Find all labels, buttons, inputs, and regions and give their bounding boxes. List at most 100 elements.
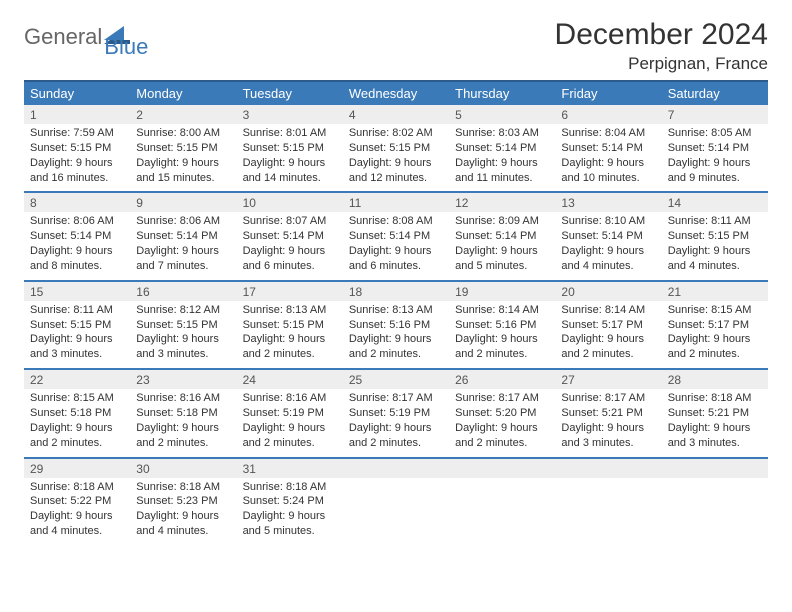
sunset-line: Sunset: 5:14 PM bbox=[30, 229, 124, 244]
day-content-cell: Sunrise: 8:18 AMSunset: 5:22 PMDaylight:… bbox=[24, 478, 130, 549]
day-number-cell: 20 bbox=[555, 281, 661, 301]
daylight-line: Daylight: 9 hours and 2 minutes. bbox=[30, 421, 124, 451]
sunset-line: Sunset: 5:14 PM bbox=[136, 229, 230, 244]
daylight-line: Daylight: 9 hours and 11 minutes. bbox=[455, 156, 549, 186]
daylight-line: Daylight: 9 hours and 6 minutes. bbox=[243, 244, 337, 274]
sunset-line: Sunset: 5:19 PM bbox=[243, 406, 337, 421]
day-number-cell: 31 bbox=[237, 458, 343, 478]
sunrise-line: Sunrise: 8:05 AM bbox=[668, 126, 762, 141]
day-number-cell: 25 bbox=[343, 369, 449, 389]
sunset-line: Sunset: 5:15 PM bbox=[668, 229, 762, 244]
sunset-line: Sunset: 5:22 PM bbox=[30, 494, 124, 509]
brand-logo: General Blue bbox=[24, 18, 176, 50]
page-header: General Blue December 2024 Perpignan, Fr… bbox=[24, 18, 768, 74]
day-number-cell bbox=[343, 458, 449, 478]
sunrise-line: Sunrise: 8:17 AM bbox=[349, 391, 443, 406]
brand-word-2: Blue bbox=[104, 34, 148, 60]
day-content-cell: Sunrise: 8:01 AMSunset: 5:15 PMDaylight:… bbox=[237, 124, 343, 192]
day-content-cell: Sunrise: 8:13 AMSunset: 5:15 PMDaylight:… bbox=[237, 301, 343, 369]
day-number-row: 22232425262728 bbox=[24, 369, 768, 389]
weekday-header: Tuesday bbox=[237, 81, 343, 105]
sunrise-line: Sunrise: 8:16 AM bbox=[136, 391, 230, 406]
day-number-cell: 4 bbox=[343, 105, 449, 124]
daylight-line: Daylight: 9 hours and 2 minutes. bbox=[349, 421, 443, 451]
day-number-cell: 14 bbox=[662, 192, 768, 212]
day-number-cell: 28 bbox=[662, 369, 768, 389]
sunrise-line: Sunrise: 8:02 AM bbox=[349, 126, 443, 141]
sunrise-line: Sunrise: 8:04 AM bbox=[561, 126, 655, 141]
sunrise-line: Sunrise: 8:14 AM bbox=[455, 303, 549, 318]
day-number-cell: 16 bbox=[130, 281, 236, 301]
sunrise-line: Sunrise: 8:15 AM bbox=[30, 391, 124, 406]
day-number-cell: 10 bbox=[237, 192, 343, 212]
daylight-line: Daylight: 9 hours and 2 minutes. bbox=[349, 332, 443, 362]
day-number-cell: 21 bbox=[662, 281, 768, 301]
day-content-cell: Sunrise: 8:15 AMSunset: 5:17 PMDaylight:… bbox=[662, 301, 768, 369]
day-number-cell: 29 bbox=[24, 458, 130, 478]
sunset-line: Sunset: 5:17 PM bbox=[668, 318, 762, 333]
sunrise-line: Sunrise: 8:17 AM bbox=[561, 391, 655, 406]
day-number-row: 15161718192021 bbox=[24, 281, 768, 301]
day-number-cell: 5 bbox=[449, 105, 555, 124]
day-content-cell: Sunrise: 8:08 AMSunset: 5:14 PMDaylight:… bbox=[343, 212, 449, 280]
sunset-line: Sunset: 5:14 PM bbox=[455, 141, 549, 156]
day-content-cell: Sunrise: 8:06 AMSunset: 5:14 PMDaylight:… bbox=[130, 212, 236, 280]
day-content-cell: Sunrise: 8:05 AMSunset: 5:14 PMDaylight:… bbox=[662, 124, 768, 192]
daylight-line: Daylight: 9 hours and 6 minutes. bbox=[349, 244, 443, 274]
day-content-row: Sunrise: 8:11 AMSunset: 5:15 PMDaylight:… bbox=[24, 301, 768, 369]
calendar-table: Sunday Monday Tuesday Wednesday Thursday… bbox=[24, 80, 768, 549]
daylight-line: Daylight: 9 hours and 15 minutes. bbox=[136, 156, 230, 186]
day-content-cell: Sunrise: 8:00 AMSunset: 5:15 PMDaylight:… bbox=[130, 124, 236, 192]
sunset-line: Sunset: 5:14 PM bbox=[668, 141, 762, 156]
weekday-header: Saturday bbox=[662, 81, 768, 105]
sunset-line: Sunset: 5:24 PM bbox=[243, 494, 337, 509]
day-number-cell: 9 bbox=[130, 192, 236, 212]
day-content-cell: Sunrise: 8:18 AMSunset: 5:21 PMDaylight:… bbox=[662, 389, 768, 457]
day-number-cell: 8 bbox=[24, 192, 130, 212]
daylight-line: Daylight: 9 hours and 2 minutes. bbox=[243, 421, 337, 451]
daylight-line: Daylight: 9 hours and 10 minutes. bbox=[561, 156, 655, 186]
sunset-line: Sunset: 5:14 PM bbox=[455, 229, 549, 244]
sunset-line: Sunset: 5:18 PM bbox=[30, 406, 124, 421]
daylight-line: Daylight: 9 hours and 8 minutes. bbox=[30, 244, 124, 274]
day-number-cell: 15 bbox=[24, 281, 130, 301]
sunrise-line: Sunrise: 8:07 AM bbox=[243, 214, 337, 229]
sunrise-line: Sunrise: 8:18 AM bbox=[243, 480, 337, 495]
day-number-cell: 11 bbox=[343, 192, 449, 212]
sunset-line: Sunset: 5:23 PM bbox=[136, 494, 230, 509]
sunset-line: Sunset: 5:16 PM bbox=[349, 318, 443, 333]
sunrise-line: Sunrise: 8:01 AM bbox=[243, 126, 337, 141]
day-content-cell: Sunrise: 8:14 AMSunset: 5:17 PMDaylight:… bbox=[555, 301, 661, 369]
page-subtitle: Perpignan, France bbox=[555, 54, 768, 74]
sunrise-line: Sunrise: 8:08 AM bbox=[349, 214, 443, 229]
sunrise-line: Sunrise: 8:13 AM bbox=[349, 303, 443, 318]
day-number-cell: 22 bbox=[24, 369, 130, 389]
day-content-cell: Sunrise: 8:18 AMSunset: 5:24 PMDaylight:… bbox=[237, 478, 343, 549]
day-content-cell: Sunrise: 8:04 AMSunset: 5:14 PMDaylight:… bbox=[555, 124, 661, 192]
sunrise-line: Sunrise: 8:06 AM bbox=[136, 214, 230, 229]
day-number-cell: 27 bbox=[555, 369, 661, 389]
sunset-line: Sunset: 5:15 PM bbox=[136, 318, 230, 333]
day-number-cell: 6 bbox=[555, 105, 661, 124]
daylight-line: Daylight: 9 hours and 2 minutes. bbox=[455, 332, 549, 362]
day-content-row: Sunrise: 7:59 AMSunset: 5:15 PMDaylight:… bbox=[24, 124, 768, 192]
sunset-line: Sunset: 5:15 PM bbox=[30, 318, 124, 333]
day-number-cell: 17 bbox=[237, 281, 343, 301]
sunset-line: Sunset: 5:14 PM bbox=[561, 141, 655, 156]
sunset-line: Sunset: 5:15 PM bbox=[243, 141, 337, 156]
day-number-row: 1234567 bbox=[24, 105, 768, 124]
daylight-line: Daylight: 9 hours and 2 minutes. bbox=[668, 332, 762, 362]
sunset-line: Sunset: 5:17 PM bbox=[561, 318, 655, 333]
daylight-line: Daylight: 9 hours and 2 minutes. bbox=[455, 421, 549, 451]
weekday-header: Friday bbox=[555, 81, 661, 105]
day-content-cell bbox=[449, 478, 555, 549]
weekday-header: Thursday bbox=[449, 81, 555, 105]
daylight-line: Daylight: 9 hours and 7 minutes. bbox=[136, 244, 230, 274]
sunrise-line: Sunrise: 8:11 AM bbox=[30, 303, 124, 318]
weekday-header: Sunday bbox=[24, 81, 130, 105]
day-content-cell: Sunrise: 8:07 AMSunset: 5:14 PMDaylight:… bbox=[237, 212, 343, 280]
daylight-line: Daylight: 9 hours and 14 minutes. bbox=[243, 156, 337, 186]
daylight-line: Daylight: 9 hours and 3 minutes. bbox=[561, 421, 655, 451]
day-number-cell: 12 bbox=[449, 192, 555, 212]
sunrise-line: Sunrise: 8:13 AM bbox=[243, 303, 337, 318]
